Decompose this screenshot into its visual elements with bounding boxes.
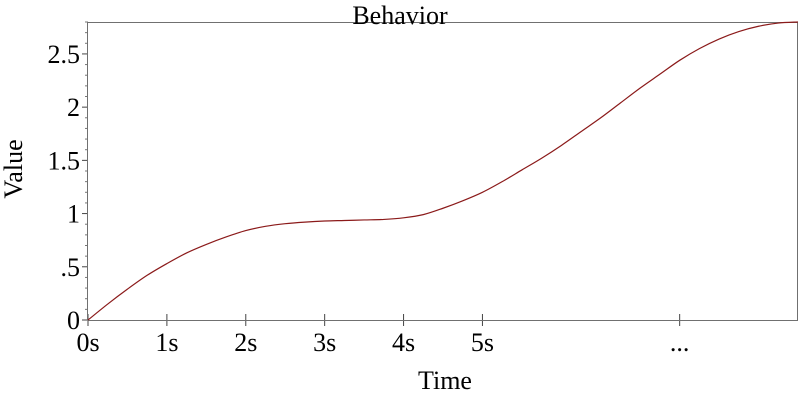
- x-axis-ticks: 0s 1s 2s 3s 4s 5s...: [76, 314, 689, 357]
- x-axis-title: Time: [418, 366, 472, 395]
- y-tick-label: 1: [67, 200, 80, 229]
- x-tick-label: 4s: [392, 328, 415, 357]
- x-tick-label: 1s: [155, 328, 178, 357]
- y-axis-title: Value: [0, 139, 28, 198]
- x-tick-label: 0s: [76, 328, 99, 357]
- x-tick-label: 3s: [313, 328, 336, 357]
- x-tick-label: ...: [670, 328, 690, 357]
- y-tick-label: 2: [67, 93, 80, 122]
- x-tick-label: 2s: [234, 328, 257, 357]
- y-tick-label: 0: [67, 306, 80, 335]
- x-tick-label: 5s: [471, 328, 494, 357]
- chart-title: Behavior: [352, 1, 448, 30]
- y-tick-label: .5: [61, 253, 81, 282]
- y-tick-label: 1.5: [48, 146, 81, 175]
- y-tick-label: 2.5: [48, 40, 81, 69]
- y-axis-ticks: 0 .5 1 1.5 2 2.5: [48, 40, 88, 335]
- series-line: [87, 21, 799, 321]
